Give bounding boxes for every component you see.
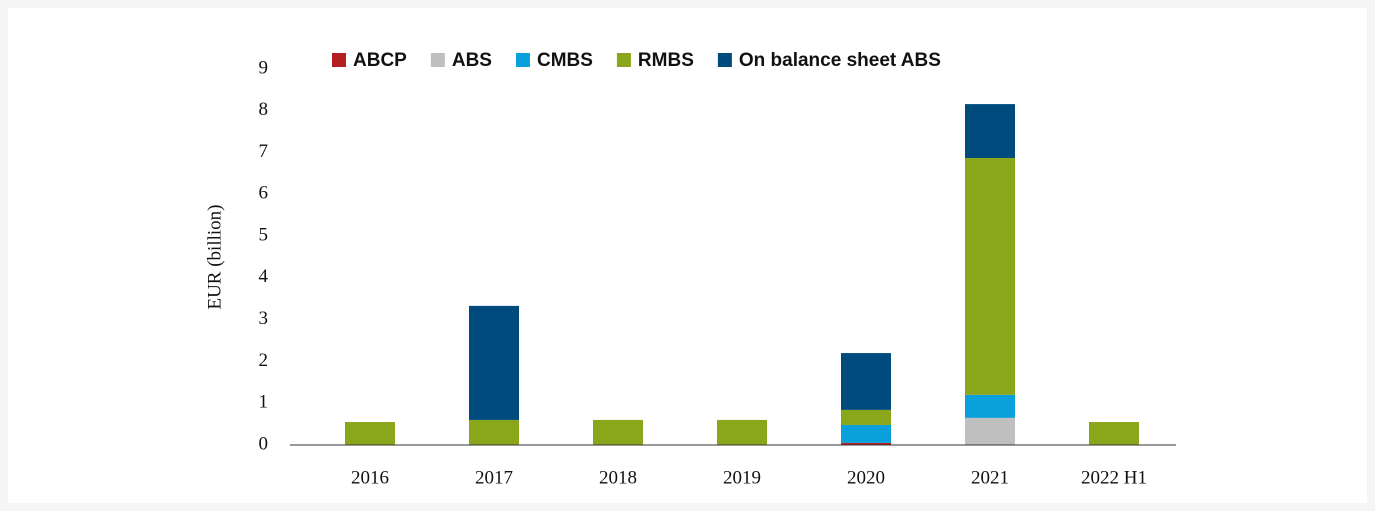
legend-swatch <box>430 53 445 67</box>
y-tick-label: 3 <box>259 308 269 329</box>
x-tick-label: 2021 <box>971 467 1009 488</box>
legend-swatch <box>332 53 346 67</box>
bar-segment <box>469 419 519 445</box>
legend-swatch <box>515 53 530 67</box>
legend-label: RMBS <box>638 50 694 71</box>
chart-background <box>8 8 1367 503</box>
bar-segment <box>345 422 395 445</box>
legend-label: ABS <box>452 50 492 71</box>
y-tick-label: 1 <box>259 392 269 413</box>
y-tick-label: 0 <box>259 433 269 454</box>
bar-segment <box>841 353 891 410</box>
bar-segment <box>965 417 1015 445</box>
bar-segment <box>965 394 1015 418</box>
y-tick-label: 5 <box>259 224 269 245</box>
x-tick-label: 2016 <box>351 467 389 488</box>
bar-segment <box>469 305 519 420</box>
y-tick-label: 4 <box>259 266 269 287</box>
legend-label: CMBS <box>537 50 593 71</box>
x-tick-label: 2018 <box>599 467 637 488</box>
legend-label: ABCP <box>353 50 407 71</box>
bar-segment <box>841 424 891 443</box>
x-tick-label: 2017 <box>475 467 513 488</box>
bar-segment <box>717 419 767 445</box>
bar-segment <box>841 409 891 425</box>
legend-swatch <box>616 53 631 67</box>
bar-segment <box>593 419 643 445</box>
bar-segment <box>965 157 1015 395</box>
legend-swatch <box>717 53 732 67</box>
y-tick-label: 7 <box>259 141 269 162</box>
bar-segment <box>1089 422 1139 445</box>
x-tick-label: 2022 H1 <box>1081 467 1147 488</box>
y-tick-label: 6 <box>259 183 269 204</box>
x-tick-label: 2019 <box>723 467 761 488</box>
y-tick-label: 2 <box>259 350 269 371</box>
y-tick-label: 9 <box>259 57 269 78</box>
legend-label: On balance sheet ABS <box>739 50 941 71</box>
x-tick-label: 2020 <box>847 467 885 488</box>
bar-segment <box>965 104 1015 158</box>
y-tick-label: 8 <box>259 99 269 120</box>
y-axis-title: EUR (billion) <box>204 204 225 309</box>
bar-segment <box>841 442 891 445</box>
